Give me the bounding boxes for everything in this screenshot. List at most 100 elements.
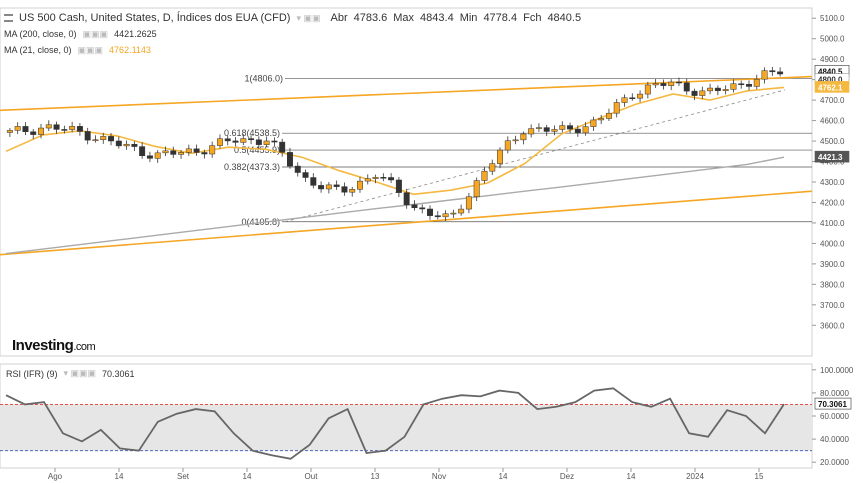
price-label-box bbox=[814, 150, 850, 163]
candle-up bbox=[372, 177, 379, 179]
ohlc-open-label: Abr bbox=[330, 12, 348, 24]
ma200-legend[interactable]: MA (200, close, 0) ▣▣▣ 4421.2625 bbox=[4, 26, 581, 42]
investing-logo: Investing.com bbox=[12, 337, 96, 354]
chart-title: US 500 Cash, United States, D, Índices d… bbox=[19, 12, 291, 24]
candle-down bbox=[115, 140, 122, 147]
price-label-text: 4800.0 bbox=[818, 76, 843, 85]
candle-down bbox=[411, 204, 418, 209]
time-axis: Ago 14 Set 14 Out 13 Nov 14 Dez 14 2024 15 bbox=[48, 468, 764, 481]
candle-down bbox=[108, 136, 115, 142]
price-label-box bbox=[814, 81, 850, 93]
rsi-value: 70.3061 bbox=[102, 368, 135, 379]
time-tick-label: Ago bbox=[48, 472, 63, 481]
ohlc-close-value: 4840.5 bbox=[547, 12, 582, 24]
candle-up bbox=[162, 150, 169, 154]
fib-level-label: 0.382(4373.3) bbox=[224, 162, 280, 172]
price-label-text: 4840.5 bbox=[818, 67, 843, 76]
candle-down bbox=[675, 81, 682, 84]
rsi-label: RSI (IFR) (9) bbox=[6, 368, 58, 379]
price-tick-label: 3600.0 bbox=[820, 321, 845, 330]
candle-down bbox=[279, 141, 286, 153]
candle-down bbox=[30, 131, 37, 135]
candle-up bbox=[209, 145, 216, 155]
candle-up bbox=[668, 81, 675, 86]
candle-down bbox=[395, 179, 402, 193]
candle-up bbox=[722, 89, 729, 91]
candle-down bbox=[629, 97, 636, 99]
candle-down bbox=[248, 138, 255, 141]
candle-up bbox=[240, 138, 247, 143]
logo-suffix: .com bbox=[73, 341, 96, 353]
candle-down bbox=[201, 152, 208, 155]
candle-down bbox=[683, 82, 690, 92]
rsi-header: RSI (IFR) (9) ▾ ▣▣▣ 70.3061 bbox=[6, 368, 135, 379]
candle-up bbox=[325, 184, 332, 190]
candle-up bbox=[637, 93, 644, 99]
candle-up bbox=[598, 118, 605, 121]
price-tick-label: 4500.0 bbox=[820, 137, 845, 146]
ma200-tool-icons[interactable]: ▣▣▣ bbox=[82, 29, 109, 39]
candle-up bbox=[216, 138, 223, 146]
candle-down bbox=[294, 165, 301, 173]
candle-down bbox=[139, 146, 146, 157]
time-tick-label: 14 bbox=[115, 472, 124, 481]
candle-down bbox=[746, 84, 752, 87]
candle-up bbox=[504, 140, 511, 151]
candle-up bbox=[559, 125, 566, 130]
candle-up bbox=[473, 180, 480, 197]
candle-down bbox=[53, 124, 60, 130]
ma200-line bbox=[5, 156, 785, 255]
candle-up bbox=[497, 149, 504, 164]
candle-up bbox=[582, 126, 589, 134]
candle-up bbox=[6, 130, 13, 133]
time-tick-label: 14 bbox=[627, 472, 636, 481]
candle-down bbox=[691, 90, 698, 96]
candle-down bbox=[84, 131, 91, 141]
price-tick-label: 3900.0 bbox=[820, 260, 845, 269]
logo-brand: Investing bbox=[12, 337, 74, 354]
ma200-value: 4421.2625 bbox=[114, 29, 157, 39]
price-tick-label: 4200.0 bbox=[820, 198, 845, 207]
time-tick-label: Nov bbox=[432, 472, 446, 481]
ma21-legend[interactable]: MA (21, close, 0) ▣▣▣ 4762.1143 bbox=[4, 42, 581, 58]
candle-down bbox=[271, 140, 278, 143]
fib-level-label: 0.5(4455.9) bbox=[234, 145, 280, 155]
rsi-tick-label: 20.0000 bbox=[820, 458, 849, 467]
candle-up bbox=[450, 212, 457, 215]
ma21-value: 4762.1143 bbox=[109, 45, 151, 55]
settings-icons[interactable]: ▾ ▣▣ bbox=[296, 13, 321, 23]
candle-up bbox=[551, 129, 558, 132]
price-tick-label: 3800.0 bbox=[820, 280, 845, 289]
rsi-tick-label: 60.0000 bbox=[820, 412, 849, 421]
candle-down bbox=[318, 185, 325, 190]
candle-up bbox=[442, 213, 449, 218]
candle-up bbox=[100, 136, 107, 140]
candle-up bbox=[528, 128, 535, 135]
time-tick-label: Out bbox=[305, 472, 319, 481]
rsi-layer: 100.0000 80.0000 60.0000 40.0000 20.0000 70.3… bbox=[0, 366, 854, 467]
candle-down bbox=[61, 129, 68, 131]
candle-up bbox=[263, 140, 270, 145]
candle-down bbox=[193, 148, 200, 153]
candles-layer bbox=[6, 66, 784, 222]
price-tick-label: 4300.0 bbox=[820, 178, 845, 187]
price-tick-label: 4100.0 bbox=[820, 219, 845, 228]
candle-up bbox=[364, 178, 371, 182]
time-tick-label: 14 bbox=[499, 472, 508, 481]
price-tick-label: 4900.0 bbox=[820, 55, 845, 64]
candle-down bbox=[574, 128, 581, 134]
ohlc-low-value: 4778.4 bbox=[483, 12, 518, 24]
ohlc-close-label: Fch bbox=[523, 12, 542, 24]
candle-down bbox=[131, 143, 138, 147]
fib-level-label: 0(4105.8) bbox=[241, 217, 280, 227]
menu-icon[interactable] bbox=[4, 14, 13, 22]
rsi-tick-label: 100.0000 bbox=[820, 366, 854, 375]
title-row: US 500 Cash, United States, D, Índices d… bbox=[4, 10, 581, 26]
rsi-tick-label: 40.0000 bbox=[820, 435, 849, 444]
ma21-tool-icons[interactable]: ▣▣▣ bbox=[77, 45, 104, 55]
price-tick-label: 3700.0 bbox=[820, 301, 845, 310]
candle-up bbox=[357, 180, 363, 190]
rsi-tool-icons[interactable]: ▾ ▣▣▣ bbox=[63, 368, 97, 378]
